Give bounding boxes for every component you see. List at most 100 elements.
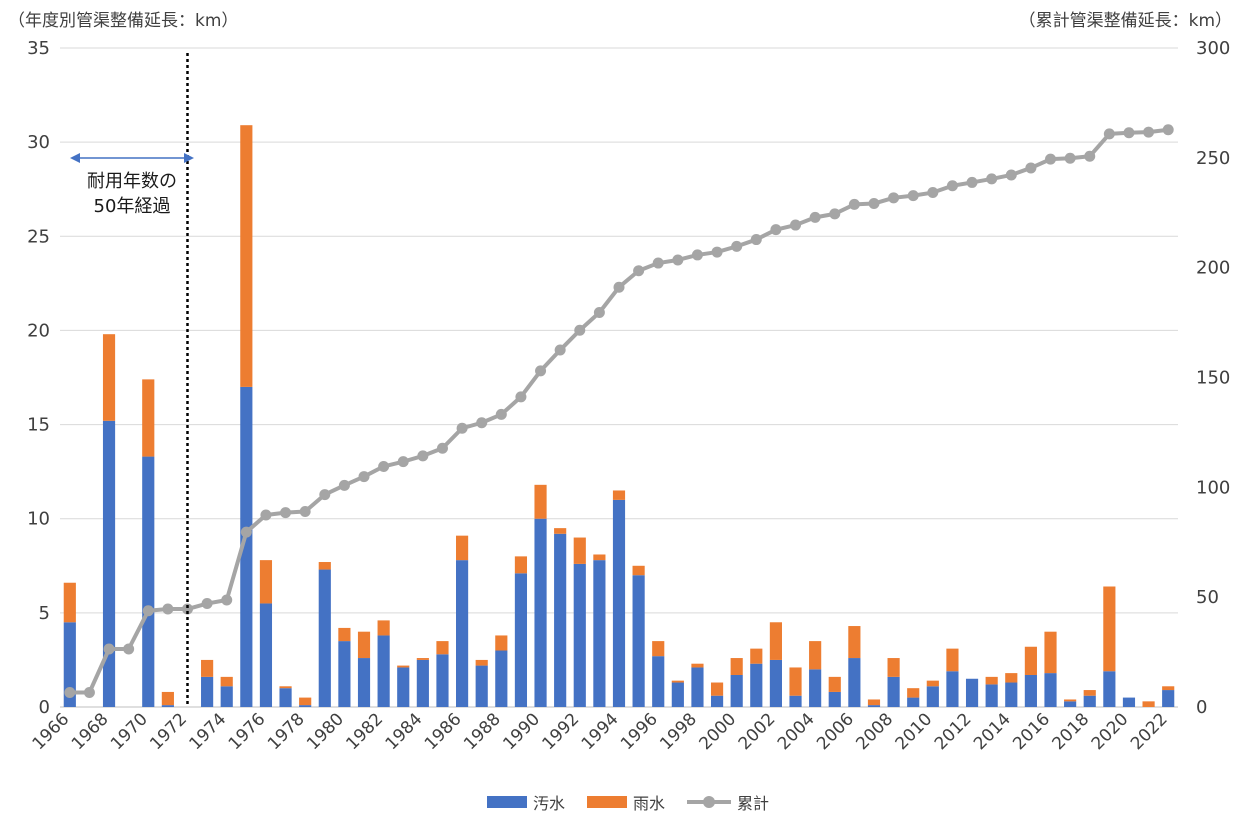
bar-rain <box>612 490 626 500</box>
left-tick-label: 15 <box>27 415 50 436</box>
cumulative-point <box>907 190 919 202</box>
cumulative-point <box>986 173 998 185</box>
left-tick-label: 20 <box>27 320 50 341</box>
annotation: 耐用年数の 50年経過 <box>70 53 194 707</box>
left-tick-label: 25 <box>27 226 50 247</box>
cumulative-point <box>770 224 782 236</box>
left-tick-label: 35 <box>27 38 50 59</box>
bar-sewage <box>750 663 763 707</box>
x-tick-label: 2002 <box>735 709 780 754</box>
bar-rain <box>1142 701 1155 707</box>
bar-rain <box>848 626 861 659</box>
bar-sewage <box>848 658 861 707</box>
bar-rain <box>671 680 684 683</box>
cumulative-point <box>103 643 115 655</box>
right-tick-label: 300 <box>1196 38 1230 59</box>
x-tick-label: 2004 <box>774 709 819 754</box>
cumulative-point <box>966 176 978 188</box>
bar-sewage <box>1064 701 1077 707</box>
bar-sewage <box>456 560 469 707</box>
cumulative-point <box>1162 124 1174 136</box>
cumulative-point <box>672 254 684 266</box>
x-tick-label: 1978 <box>264 709 309 754</box>
bar-rain <box>318 562 331 570</box>
cumulative-point <box>123 643 135 655</box>
annotation-line-1: 耐用年数の <box>87 171 177 192</box>
cumulative-point <box>574 324 586 336</box>
cumulative-point <box>299 505 311 517</box>
cumulative-point <box>162 603 174 615</box>
cumulative-point <box>731 240 743 252</box>
bar-sewage <box>495 650 508 707</box>
legend-label-sewage: 汚水 <box>532 794 565 813</box>
bar-sewage <box>161 705 174 707</box>
legend-item-rain: 雨水 <box>586 790 665 814</box>
bar-rain <box>102 334 116 421</box>
x-tick-label: 1992 <box>539 709 584 754</box>
bar-rain <box>201 659 214 677</box>
bar-rain <box>436 641 449 655</box>
bar-sewage <box>357 658 371 707</box>
cumulative-point <box>848 198 860 210</box>
cumulative-point <box>417 450 429 462</box>
cumulative-point <box>240 526 252 538</box>
bar-sewage <box>867 705 881 707</box>
bar-sewage <box>201 676 214 707</box>
cumulative-point <box>633 265 645 277</box>
x-tick-label: 2000 <box>695 709 740 754</box>
x-tick-label: 2012 <box>931 709 976 754</box>
legend-label-rain: 雨水 <box>632 794 665 813</box>
bar-series <box>63 125 1175 707</box>
legend-item-sewage: 汚水 <box>486 790 565 814</box>
bar-sewage <box>710 695 724 707</box>
arrow-head-right <box>184 153 194 163</box>
bar-rain <box>397 665 410 668</box>
bar-sewage <box>573 563 586 707</box>
bar-sewage <box>965 678 979 707</box>
bar-sewage <box>534 518 547 707</box>
annotation-line-2: 50年経過 <box>94 196 171 217</box>
bar-sewage <box>671 682 684 707</box>
bar-rain <box>691 663 704 668</box>
cumulative-point <box>358 471 370 483</box>
x-tick-label: 2006 <box>813 709 858 754</box>
cumulative-point <box>946 180 958 192</box>
x-tick-label: 1988 <box>460 709 505 754</box>
cumulative-point <box>495 408 507 420</box>
cumulative-point <box>868 198 880 210</box>
bar-rain <box>357 631 371 659</box>
x-tick-label: 2020 <box>1088 709 1133 754</box>
left-tick-label: 10 <box>27 509 50 530</box>
bar-rain <box>534 484 547 519</box>
cumulative-point <box>64 687 76 699</box>
bar-rain <box>338 627 351 642</box>
x-axis-ticks: 1966196819701972197419761978198019821984… <box>29 709 1172 754</box>
bar-rain <box>299 697 312 706</box>
x-tick-label: 1970 <box>107 709 152 754</box>
x-tick-label: 1996 <box>617 709 662 754</box>
bar-sewage <box>730 674 743 707</box>
bar-rain <box>887 658 900 677</box>
bar-sewage <box>338 641 351 707</box>
bar-sewage <box>593 560 606 707</box>
cumulative-point <box>1084 150 1096 162</box>
cumulative-point <box>436 442 448 454</box>
x-tick-label: 1994 <box>578 709 623 754</box>
bar-sewage <box>1005 682 1018 707</box>
x-tick-label: 2010 <box>892 709 937 754</box>
x-tick-label: 2016 <box>1009 709 1054 754</box>
x-tick-label: 2014 <box>970 709 1015 754</box>
bar-rain <box>456 535 469 561</box>
legend-swatch-sewage <box>486 796 527 808</box>
bar-rain <box>809 641 822 670</box>
bar-rain <box>1044 631 1057 674</box>
bar-rain <box>416 658 429 660</box>
cumulative-point <box>338 479 350 491</box>
x-tick-label: 1986 <box>421 709 466 754</box>
bar-rain <box>475 659 488 666</box>
left-tick-label: 30 <box>27 132 50 153</box>
bar-sewage <box>318 569 331 707</box>
bar-rain <box>220 676 233 687</box>
right-axis-title: （累計管渠整備延長：km） <box>1018 11 1232 31</box>
